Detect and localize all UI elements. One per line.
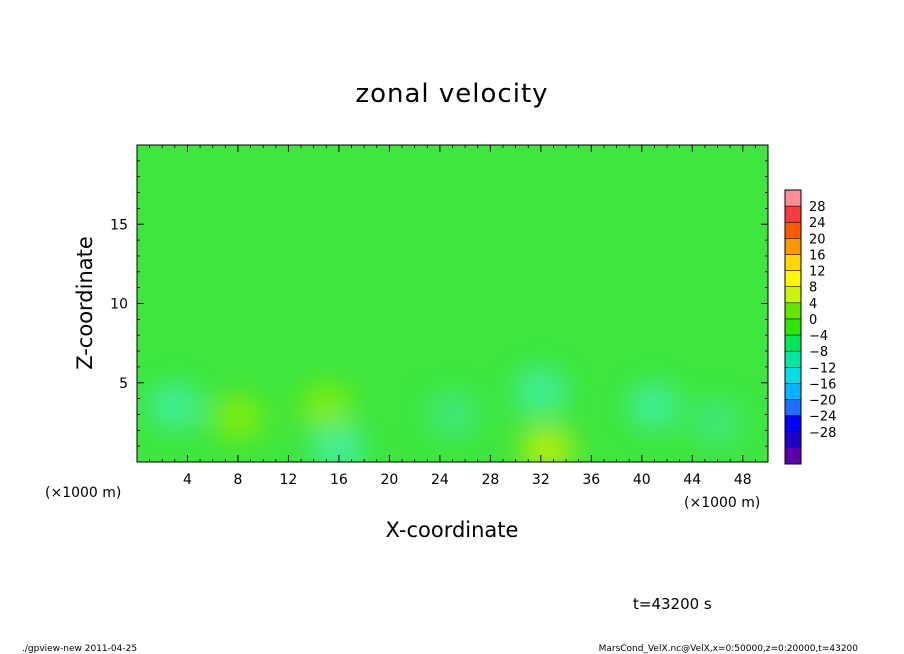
field-anomaly-1 (211, 395, 264, 440)
y-tick-labels: 5 10 15 (110, 217, 128, 392)
colorbar-segment-11 (785, 367, 801, 384)
x-tick-label-2: 12 (280, 472, 298, 488)
colorbar-frame (784, 189, 802, 465)
x-unit-right: (×1000 m) (684, 495, 760, 511)
field-anomaly-7 (628, 384, 681, 429)
colorbar-label-0: 28 (809, 200, 826, 215)
colorbar-label-8: −4 (809, 329, 828, 344)
colorbar-segment-12 (785, 383, 801, 401)
plot-area (136, 144, 769, 463)
tick-marks (137, 145, 768, 462)
x-tick-label-0: 4 (183, 472, 192, 488)
colorbar-segment-1 (785, 206, 801, 223)
colorbar-segment-9 (785, 335, 801, 352)
x-tick-label-9: 40 (633, 472, 651, 488)
field-anomaly-6 (521, 427, 574, 462)
y-axis-label: Z-coordinate (73, 236, 97, 370)
colorbar-label-5: 8 (809, 281, 817, 296)
x-tick-label-6: 28 (481, 472, 499, 488)
x-tick-labels: 4 8 12 16 20 24 28 32 36 40 44 48 (183, 472, 752, 488)
x-tick-label-10: 44 (683, 472, 701, 488)
colorbar-label-13: −24 (809, 410, 836, 425)
x-tick-label-7: 32 (532, 472, 550, 488)
colorbar-segment-7 (785, 302, 801, 320)
field-anomaly-2 (300, 384, 353, 429)
colorbar-segment-5 (785, 270, 801, 288)
x-tick-label-8: 36 (582, 472, 600, 488)
x-tick-label-11: 48 (734, 472, 752, 488)
colorbar-label-11: −16 (809, 377, 836, 392)
field-anomaly-8 (691, 400, 744, 445)
x-tick-label-5: 24 (431, 472, 449, 488)
colorbar-label-4: 12 (809, 265, 826, 280)
field-anomaly-4 (426, 392, 479, 437)
colorbar (784, 189, 802, 465)
colorbar-segment-16 (785, 447, 801, 465)
colorbar-label-1: 24 (809, 216, 826, 231)
y-tick-label-2: 15 (110, 217, 128, 233)
field-anomaly-3 (312, 427, 365, 462)
y-tick-label-0: 5 (119, 376, 128, 392)
colorbar-segment-3 (785, 238, 801, 255)
field-anomalies (148, 368, 744, 462)
field-anomaly-0 (148, 384, 201, 429)
x-tick-label-4: 20 (380, 472, 398, 488)
colorbar-segment-2 (785, 222, 801, 239)
footer-right: MarsCond_VelX.nc@VelX,x=0:50000,z=0:2000… (599, 644, 859, 654)
colorbar-segment-4 (785, 254, 801, 272)
colorbar-label-10: −12 (809, 361, 836, 376)
colorbar-segment-10 (785, 351, 801, 368)
colorbar-segment-6 (785, 286, 801, 304)
colorbar-segment-14 (785, 415, 801, 433)
colorbar-label-7: 0 (809, 313, 817, 328)
colorbar-label-6: 4 (809, 297, 817, 312)
colorbar-label-9: −8 (809, 345, 828, 360)
colorbar-segment-0 (785, 190, 801, 207)
colorbar-label-14: −28 (809, 426, 836, 441)
colorbar-segment-15 (785, 431, 801, 449)
chart-title: zonal velocity (355, 79, 548, 109)
colorbar-segment-13 (785, 399, 801, 417)
time-annotation: t=43200 s (633, 595, 712, 613)
x-unit-left: (×1000 m) (45, 485, 121, 501)
x-axis-label: X-coordinate (386, 518, 519, 542)
colorbar-label-12: −20 (809, 394, 836, 409)
field-anomaly-5 (514, 368, 567, 413)
colorbar-segment-8 (785, 318, 801, 336)
x-tick-label-3: 16 (330, 472, 348, 488)
x-tick-label-1: 8 (233, 472, 242, 488)
footer-left: ./gpview-new 2011-04-25 (22, 644, 137, 654)
colorbar-label-3: 16 (809, 248, 826, 263)
colorbar-label-2: 20 (809, 232, 826, 247)
y-tick-label-1: 10 (110, 297, 128, 313)
